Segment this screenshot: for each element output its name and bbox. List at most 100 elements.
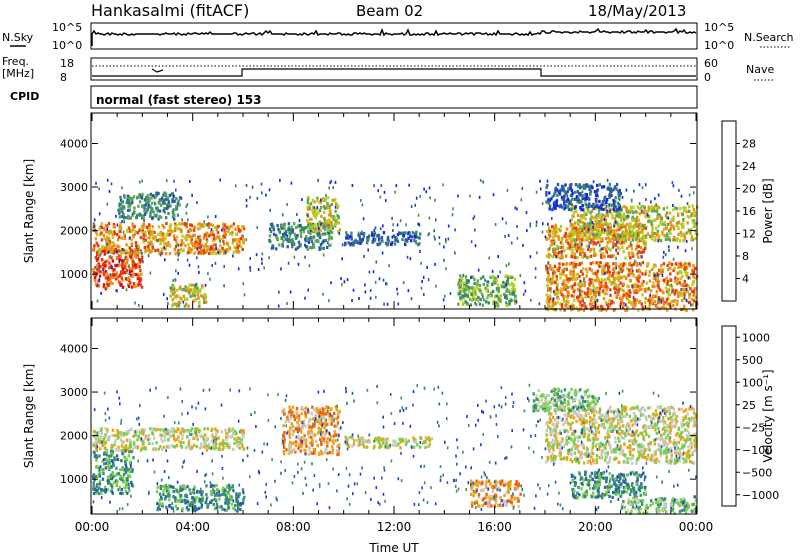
scatter-cell — [225, 444, 229, 448]
scatter-cell — [689, 231, 692, 235]
scatter-cell — [97, 268, 101, 272]
scatter-cell — [571, 197, 574, 201]
scatter-cell — [695, 276, 698, 280]
scatter-cell — [102, 264, 105, 268]
scatter-cell — [318, 234, 321, 238]
scatter-cell — [217, 505, 221, 509]
scatter-cell — [664, 286, 668, 290]
scatter-cell — [589, 298, 593, 302]
scatter-cell — [641, 224, 644, 228]
scatter-cell — [242, 491, 245, 495]
scatter-cell — [627, 284, 630, 289]
scatter-cell — [661, 296, 664, 300]
scatter-cell — [600, 231, 603, 235]
scatter-cell — [223, 488, 226, 492]
scatter-cell — [308, 264, 311, 268]
scatter-cell — [235, 439, 238, 443]
scatter-cell — [337, 450, 340, 454]
scatter-cell — [580, 283, 583, 288]
scatter-cell — [171, 506, 174, 510]
scatter-cell — [602, 230, 606, 234]
scatter-cell — [241, 234, 244, 238]
scatter-cell — [557, 247, 559, 251]
scatter-cell — [655, 279, 659, 283]
scatter-cell — [341, 257, 343, 261]
scatter-cell — [598, 264, 601, 269]
scatter-cell — [547, 237, 550, 241]
scatter-cell — [225, 496, 228, 500]
scatter-cell — [548, 229, 552, 233]
scatter-cell — [304, 226, 308, 230]
scatter-cell — [369, 296, 372, 300]
scatter-cell — [211, 230, 215, 234]
scatter-cell — [546, 270, 550, 274]
scatter-cell — [128, 195, 131, 199]
scatter-cell — [410, 297, 413, 301]
scatter-cell — [692, 289, 696, 293]
scatter-cell — [114, 473, 117, 477]
scatter-cell — [128, 438, 131, 442]
scatter-cell — [325, 206, 328, 210]
scatter-cell — [637, 289, 640, 293]
scatter-cell — [657, 224, 660, 228]
scatter-cell — [118, 274, 121, 278]
scatter-cell — [625, 294, 628, 298]
scatter-cell — [605, 303, 609, 307]
scatter-cell — [190, 223, 193, 227]
scatter-cell — [560, 293, 563, 297]
scatter-cell — [185, 234, 188, 238]
scatter-cell — [146, 248, 150, 252]
scatter-cell — [690, 237, 693, 241]
scatter-cell — [136, 231, 139, 235]
scatter-cell — [194, 507, 197, 511]
scatter-cell — [685, 299, 688, 303]
scatter-cell — [143, 246, 146, 250]
scatter-cell — [589, 227, 592, 231]
scatter-cell — [590, 238, 593, 242]
scatter-cell — [577, 228, 580, 232]
scatter-cell — [628, 230, 632, 234]
scatter-cell — [128, 442, 132, 446]
scatter-cell — [404, 231, 407, 235]
scatter-cell — [608, 203, 611, 207]
scatter-cell — [551, 241, 555, 245]
scatter-cell — [573, 238, 576, 242]
scatter-cell — [241, 444, 244, 449]
scatter-cell — [646, 213, 649, 217]
scatter-cell — [598, 220, 601, 224]
scatter-cell — [557, 296, 560, 300]
scatter-cell — [681, 298, 684, 303]
scatter-cell — [140, 272, 143, 276]
scatter-cell — [573, 197, 577, 201]
scatter-cell — [187, 503, 190, 508]
scatter-cell — [195, 289, 198, 293]
scatter-cell — [237, 507, 240, 511]
scatter-cell — [123, 216, 125, 220]
scatter-cell — [122, 448, 125, 452]
scatter-cell — [191, 193, 193, 197]
scatter-cell — [118, 257, 121, 262]
scatter-cell — [118, 211, 121, 215]
scatter-cell — [562, 297, 565, 301]
scatter-cell — [261, 191, 263, 195]
scatter-cell — [598, 308, 601, 312]
scatter-cell — [293, 222, 296, 226]
scatter-cell — [553, 280, 557, 284]
scatter-cell — [690, 303, 692, 307]
scatter-cell — [580, 213, 584, 217]
scatter-cell — [600, 254, 603, 258]
scatter-cell — [555, 274, 558, 279]
scatter-cell — [632, 289, 636, 293]
scatter-cell — [345, 231, 348, 235]
scatter-cell — [230, 232, 234, 236]
scatter-cell — [132, 434, 135, 438]
scatter-cell — [164, 495, 168, 499]
scatter-cell — [604, 300, 608, 304]
scatter-cell — [110, 182, 113, 186]
nsearch-label: N.Search — [744, 31, 794, 44]
scatter-cell — [180, 222, 184, 226]
scatter-cell — [128, 460, 132, 464]
scatter-cell — [109, 229, 112, 233]
scatter-cell — [650, 237, 654, 241]
scatter-cell — [371, 233, 374, 237]
